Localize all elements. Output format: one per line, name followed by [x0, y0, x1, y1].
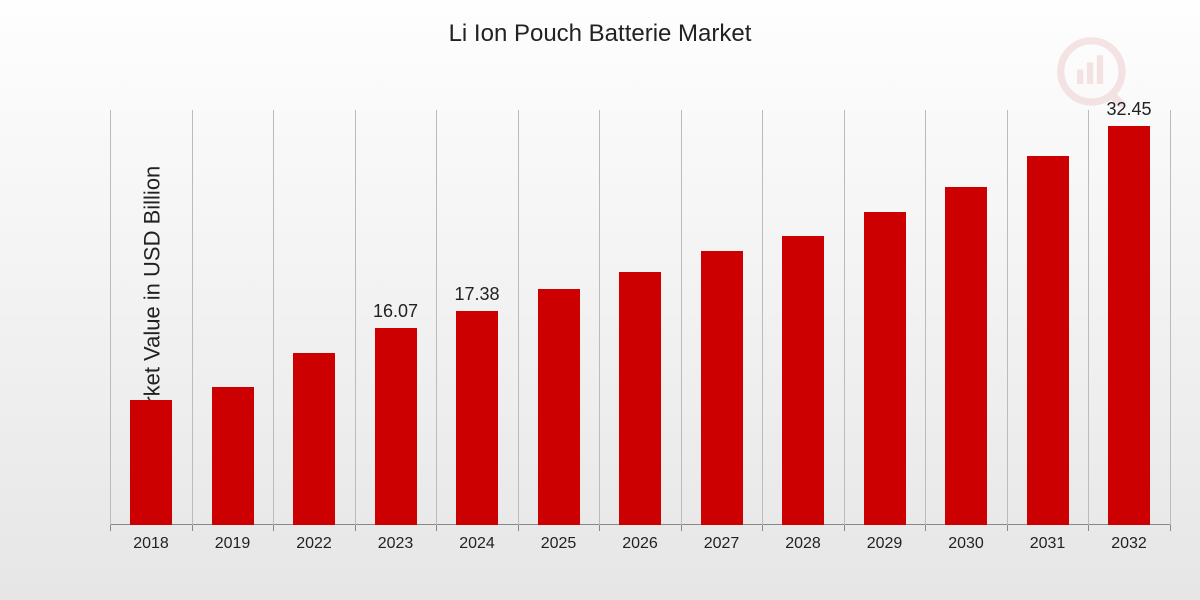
- grid-line: [844, 110, 845, 525]
- x-tick-label: 2029: [867, 535, 903, 553]
- x-tick-label: 2032: [1111, 535, 1147, 553]
- grid-line: [192, 110, 193, 525]
- x-tick-mark: [925, 525, 926, 531]
- x-tick-mark: [355, 525, 356, 531]
- x-tick-mark: [110, 525, 111, 531]
- grid-line: [518, 110, 519, 525]
- plot-area: 201820192022202316.07202417.382025202620…: [110, 95, 1170, 525]
- grid-line: [762, 110, 763, 525]
- x-tick-label: 2019: [215, 535, 251, 553]
- bar: [293, 353, 335, 525]
- grid-line: [925, 110, 926, 525]
- bar: [864, 212, 906, 525]
- bar: [212, 387, 254, 525]
- grid-line: [1088, 110, 1089, 525]
- grid-line: [1170, 110, 1171, 525]
- x-tick-mark: [762, 525, 763, 531]
- x-tick-mark: [1170, 525, 1171, 531]
- grid-line: [355, 110, 356, 525]
- x-tick-label: 2024: [459, 535, 495, 553]
- bar-value-label: 16.07: [361, 301, 431, 322]
- x-tick-mark: [192, 525, 193, 531]
- chart-stage: Li Ion Pouch Batterie Market Market Valu…: [0, 0, 1200, 600]
- x-tick-mark: [599, 525, 600, 531]
- x-tick-mark: [681, 525, 682, 531]
- x-tick-label: 2018: [133, 535, 169, 553]
- x-tick-label: 2027: [704, 535, 740, 553]
- x-tick-mark: [1088, 525, 1089, 531]
- bar-value-label: 32.45: [1094, 99, 1164, 120]
- x-tick-mark: [1007, 525, 1008, 531]
- x-tick-label: 2028: [785, 535, 821, 553]
- bar: [456, 311, 498, 525]
- bar: [1108, 126, 1150, 525]
- bar: [945, 187, 987, 525]
- x-tick-label: 2022: [296, 535, 332, 553]
- x-tick-mark: [844, 525, 845, 531]
- x-tick-mark: [436, 525, 437, 531]
- bar: [1027, 156, 1069, 525]
- bar: [782, 236, 824, 525]
- bar: [619, 272, 661, 525]
- grid-line: [110, 110, 111, 525]
- bar-value-label: 17.38: [442, 284, 512, 305]
- grid-line: [681, 110, 682, 525]
- grid-line: [273, 110, 274, 525]
- grid-line: [1007, 110, 1008, 525]
- bar: [130, 400, 172, 525]
- grid-line: [436, 110, 437, 525]
- x-tick-label: 2025: [541, 535, 577, 553]
- bar: [538, 289, 580, 525]
- x-tick-label: 2030: [948, 535, 984, 553]
- chart-title: Li Ion Pouch Batterie Market: [0, 20, 1200, 48]
- x-tick-mark: [273, 525, 274, 531]
- x-tick-label: 2023: [378, 535, 414, 553]
- x-tick-mark: [518, 525, 519, 531]
- bar: [375, 328, 417, 525]
- x-tick-label: 2026: [622, 535, 658, 553]
- bar: [701, 251, 743, 525]
- grid-line: [599, 110, 600, 525]
- x-tick-label: 2031: [1030, 535, 1066, 553]
